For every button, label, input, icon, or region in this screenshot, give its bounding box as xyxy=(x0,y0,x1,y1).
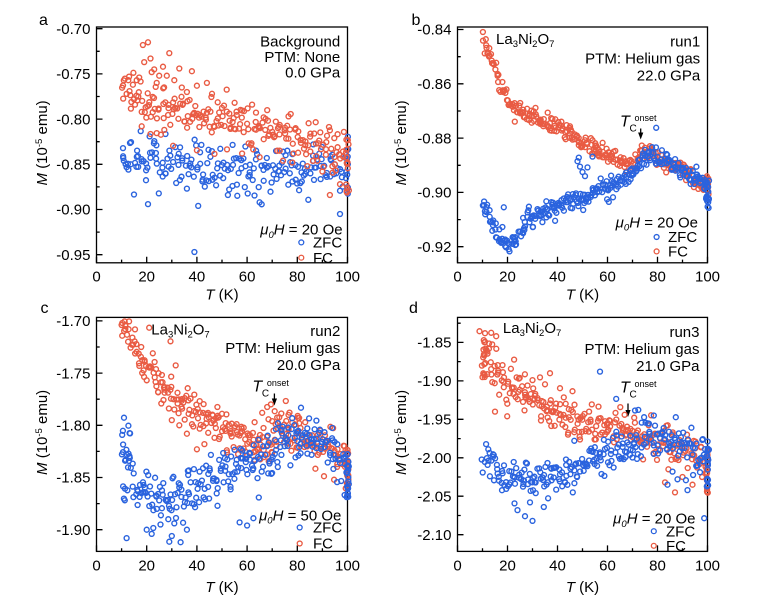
svg-text:C: C xyxy=(630,390,637,401)
svg-text:-1.75: -1.75 xyxy=(56,365,90,382)
svg-text:20: 20 xyxy=(138,558,155,575)
svg-text:80: 80 xyxy=(289,268,306,285)
svg-text:b: b xyxy=(412,12,421,29)
svg-text:-1.85: -1.85 xyxy=(417,335,451,352)
svg-text:μ0H = 50 Oe: μ0H = 50 Oe xyxy=(258,507,341,526)
svg-text:ZFC: ZFC xyxy=(313,520,342,537)
svg-text:a: a xyxy=(39,12,48,29)
svg-text:20: 20 xyxy=(499,268,516,285)
svg-text:-1.70: -1.70 xyxy=(56,313,90,330)
svg-text:0: 0 xyxy=(92,558,100,575)
svg-text:ZFC: ZFC xyxy=(666,523,695,540)
svg-text:80: 80 xyxy=(649,268,666,285)
svg-text:0: 0 xyxy=(92,268,100,285)
svg-text:60: 60 xyxy=(599,558,616,575)
svg-text:c: c xyxy=(41,300,49,317)
svg-text:La3Ni2O7: La3Ni2O7 xyxy=(496,31,554,50)
svg-text:μ0H = 20 Oe: μ0H = 20 Oe xyxy=(615,214,698,233)
svg-text:0: 0 xyxy=(453,558,461,575)
svg-text:40: 40 xyxy=(189,558,206,575)
svg-text:onset: onset xyxy=(635,113,658,123)
svg-text:d: d xyxy=(409,300,418,317)
svg-text:La3Ni2O7: La3Ni2O7 xyxy=(503,320,561,339)
svg-text:-0.88: -0.88 xyxy=(417,130,451,147)
svg-text:40: 40 xyxy=(189,268,206,285)
svg-text:FC: FC xyxy=(313,536,333,553)
svg-text:C: C xyxy=(630,124,637,135)
svg-text:run3: run3 xyxy=(669,324,699,341)
svg-text:-0.90: -0.90 xyxy=(417,185,451,202)
svg-text:100: 100 xyxy=(335,558,360,575)
svg-text:80: 80 xyxy=(649,558,666,575)
svg-text:40: 40 xyxy=(549,268,566,285)
svg-text:T (K): T (K) xyxy=(205,579,238,596)
svg-text:-2.00: -2.00 xyxy=(417,450,451,467)
svg-text:-0.80: -0.80 xyxy=(56,111,90,128)
svg-text:-1.95: -1.95 xyxy=(417,412,451,429)
svg-text:onset: onset xyxy=(635,379,658,389)
svg-text:-0.92: -0.92 xyxy=(417,239,451,256)
svg-text:22.0 GPa: 22.0 GPa xyxy=(637,68,701,85)
svg-text:ZFC: ZFC xyxy=(313,235,342,252)
svg-text:60: 60 xyxy=(599,268,616,285)
svg-text:60: 60 xyxy=(239,558,256,575)
svg-text:-2.10: -2.10 xyxy=(417,527,451,544)
svg-text:-0.90: -0.90 xyxy=(56,202,90,219)
svg-text:PTM: Helium gas: PTM: Helium gas xyxy=(585,51,700,68)
svg-text:-1.80: -1.80 xyxy=(56,418,90,435)
svg-text:run1: run1 xyxy=(670,34,700,51)
svg-text:-0.86: -0.86 xyxy=(417,76,451,93)
svg-text:ZFC: ZFC xyxy=(668,229,697,246)
svg-text:100: 100 xyxy=(335,268,360,285)
svg-text:-0.84: -0.84 xyxy=(417,22,451,39)
svg-text:PTM: Helium gas: PTM: Helium gas xyxy=(584,341,699,358)
svg-text:-0.75: -0.75 xyxy=(56,66,90,83)
svg-text:FC: FC xyxy=(666,538,686,555)
svg-text:T (K): T (K) xyxy=(566,579,599,596)
svg-text:20: 20 xyxy=(499,558,516,575)
svg-text:μ0H = 20 Oe: μ0H = 20 Oe xyxy=(259,222,342,241)
svg-text:onset: onset xyxy=(267,378,290,388)
svg-text:-2.05: -2.05 xyxy=(417,488,451,505)
svg-text:20: 20 xyxy=(138,268,155,285)
svg-text:T: T xyxy=(620,380,631,397)
svg-text:0: 0 xyxy=(453,268,461,285)
svg-text:FC: FC xyxy=(668,244,688,261)
svg-text:M (10-5 emu): M (10-5 emu) xyxy=(393,100,410,185)
svg-text:-1.85: -1.85 xyxy=(56,470,90,487)
svg-text:M (10-5 emu): M (10-5 emu) xyxy=(34,100,51,185)
svg-text:T (K): T (K) xyxy=(205,287,238,304)
svg-text:80: 80 xyxy=(289,558,306,575)
svg-text:M (10-5 emu): M (10-5 emu) xyxy=(34,390,51,475)
svg-text:La3Ni2O7: La3Ni2O7 xyxy=(151,321,209,340)
svg-text:PTM: None: PTM: None xyxy=(264,49,340,66)
svg-text:PTM: Helium gas: PTM: Helium gas xyxy=(225,340,340,357)
svg-text:M (10-5 emu): M (10-5 emu) xyxy=(393,390,410,475)
svg-text:-0.70: -0.70 xyxy=(56,21,90,38)
svg-text:40: 40 xyxy=(549,558,566,575)
svg-text:-1.90: -1.90 xyxy=(417,373,451,390)
svg-text:100: 100 xyxy=(695,268,720,285)
svg-text:-1.90: -1.90 xyxy=(56,522,90,539)
svg-text:-0.95: -0.95 xyxy=(56,247,90,264)
svg-text:100: 100 xyxy=(695,558,720,575)
svg-text:-0.85: -0.85 xyxy=(56,157,90,174)
svg-text:T (K): T (K) xyxy=(566,287,599,304)
svg-text:T: T xyxy=(620,114,631,131)
svg-text:60: 60 xyxy=(239,268,256,285)
svg-text:μ0H = 20 Oe: μ0H = 20 Oe xyxy=(612,511,695,530)
svg-text:run2: run2 xyxy=(310,323,340,340)
svg-text:T: T xyxy=(252,379,263,396)
svg-text:20.0 GPa: 20.0 GPa xyxy=(277,357,341,374)
svg-text:21.0 GPa: 21.0 GPa xyxy=(636,358,700,375)
svg-text:0.0 GPa: 0.0 GPa xyxy=(285,64,341,81)
svg-text:Background: Background xyxy=(260,34,340,51)
svg-text:C: C xyxy=(262,389,269,400)
svg-text:FC: FC xyxy=(313,250,333,267)
